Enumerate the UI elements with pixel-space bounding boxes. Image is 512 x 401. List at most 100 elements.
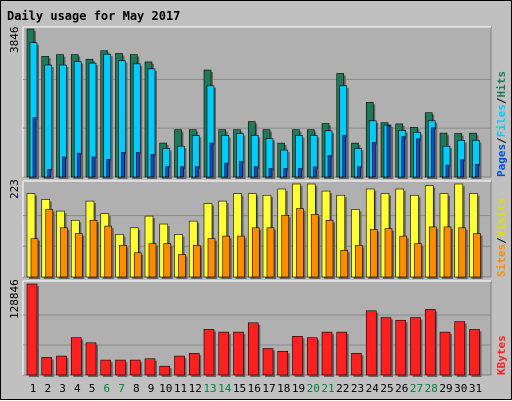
kbytes-bar-day-7 [115,359,128,377]
pages-bar-day-27 [416,138,422,179]
sites-bar-day-22 [340,250,350,279]
sites-bar-day-23-fill [355,245,363,278]
sites-bar-day-16 [251,227,262,279]
pages-bar-day-12 [194,166,201,179]
kbytes-bar-day-16-fill [247,322,259,376]
x-label-day-8: 8 [133,382,140,395]
pages-bar-day-26-fill [401,136,406,178]
pages-bar-day-25-shadow [389,127,392,179]
sites-bar-day-5-fill [89,219,98,278]
sites-bar-day-21-fill [325,219,334,278]
kbytes-bar-day-9-fill [144,358,156,376]
sites-bar-day-25 [384,228,394,279]
x-label-day-27: 27 [410,382,423,395]
sites-bar-day-18-fill [281,214,290,278]
pages-bar-day-17-fill [268,168,273,178]
legend-pages-files-hits: Pages/Files/Hits [495,71,508,177]
pages-bar-day-16-shadow [256,168,260,179]
sites-bar-day-3-fill [60,227,68,278]
sites-bar-day-20-fill [310,214,319,278]
pages-bar-day-30 [460,159,466,179]
pages-bar-day-1-fill [32,117,37,178]
x-label-day-21: 21 [321,382,334,395]
sites-bar-day-6-fill [104,225,113,278]
pages-bar-day-15-shadow [241,163,245,179]
pages-bar-day-31 [475,164,481,179]
pages-bar-day-17-shadow [271,170,274,179]
pages-bar-day-30-shadow [462,161,466,179]
kbytes-bar-day-8 [129,359,143,377]
max-label-visits: 223 [8,179,21,199]
legend-files: Files [495,104,508,137]
pages-bar-day-24 [371,142,378,179]
x-label-day-6: 6 [103,382,110,395]
pages-bar-day-16 [253,166,260,179]
kbytes-bar-day-11 [174,355,187,377]
sites-bar-day-30 [458,227,468,279]
sites-bar-day-15 [237,235,247,279]
kbytes-bar-day-25 [380,317,393,377]
pages-bar-day-22-shadow [344,137,348,179]
kbytes-bar-day-5 [85,342,98,377]
kbytes-bar-day-30 [454,321,467,377]
sites-bar-day-21 [325,219,335,279]
pages-bar-day-8-fill [135,152,140,178]
sites-bar-day-22-fill [340,250,349,278]
legend-sep-3: / [495,237,508,244]
x-label-day-24: 24 [366,382,380,395]
kbytes-bar-day-28-fill [424,309,436,376]
pages-bar-day-27-fill [416,138,420,178]
kbytes-bar-day-6-fill [100,359,112,376]
sites-bar-day-8 [133,252,144,279]
sites-bar-day-7 [119,245,129,279]
sites-bar-day-1-fill [30,238,39,278]
kbytes-bar-day-21-fill [321,331,333,376]
sites-bar-day-19 [296,208,306,279]
max-label-kbytes: 128846 [8,279,21,319]
pages-bar-day-18-shadow [285,170,289,179]
sites-bar-day-31-fill [473,233,481,278]
sites-bar-day-9-fill [148,243,157,278]
pages-bar-day-23-shadow [359,168,363,179]
sites-bar-day-16-fill [251,227,260,278]
pages-bar-day-21-fill [327,155,332,178]
kbytes-bar-day-2 [41,357,54,377]
kbytes-bar-day-4-fill [70,337,82,376]
pages-bar-day-10-shadow [167,168,171,179]
kbytes-bar-day-2-fill [41,357,53,376]
pages-bar-day-3 [62,156,68,179]
pages-bar-day-31-shadow [477,166,481,179]
sites-bar-day-24 [369,229,380,279]
x-label-day-5: 5 [89,382,96,395]
legend-sep-2: / [495,97,508,104]
pages-bar-day-20 [312,166,319,179]
pages-bar-day-18-fill [283,168,288,178]
legend-kbytes-group: KBytes [495,335,508,375]
sites-bar-day-27-fill [414,243,422,278]
kbytes-bar-day-12 [188,353,202,377]
pages-bar-day-23 [357,166,363,179]
pages-bar-day-12-fill [194,166,199,178]
sites-bar-day-17-fill [266,227,275,278]
pages-bar-day-10-fill [165,166,170,178]
pages-bar-day-7 [121,152,127,179]
pages-bar-day-14 [224,162,230,179]
kbytes-bar-day-24 [365,310,379,377]
kbytes-bar-day-25-fill [380,317,392,376]
kbytes-bar-day-28 [424,309,438,377]
x-label-day-3: 3 [59,382,66,395]
sites-bar-day-4 [74,233,85,279]
x-label-day-26: 26 [395,382,408,395]
x-label-day-22: 22 [336,382,349,395]
pages-bar-day-30-fill [460,159,465,178]
pages-bar-day-9-shadow [153,156,156,179]
kbytes-bar-day-17-fill [262,348,274,376]
kbytes-bar-day-10 [159,365,172,377]
pages-bar-day-25-fill [386,125,391,178]
sites-bar-day-3 [60,227,70,279]
sites-bar-day-30-fill [458,227,467,278]
kbytes-bar-day-14-fill [218,331,230,376]
x-label-day-15: 15 [233,382,246,395]
